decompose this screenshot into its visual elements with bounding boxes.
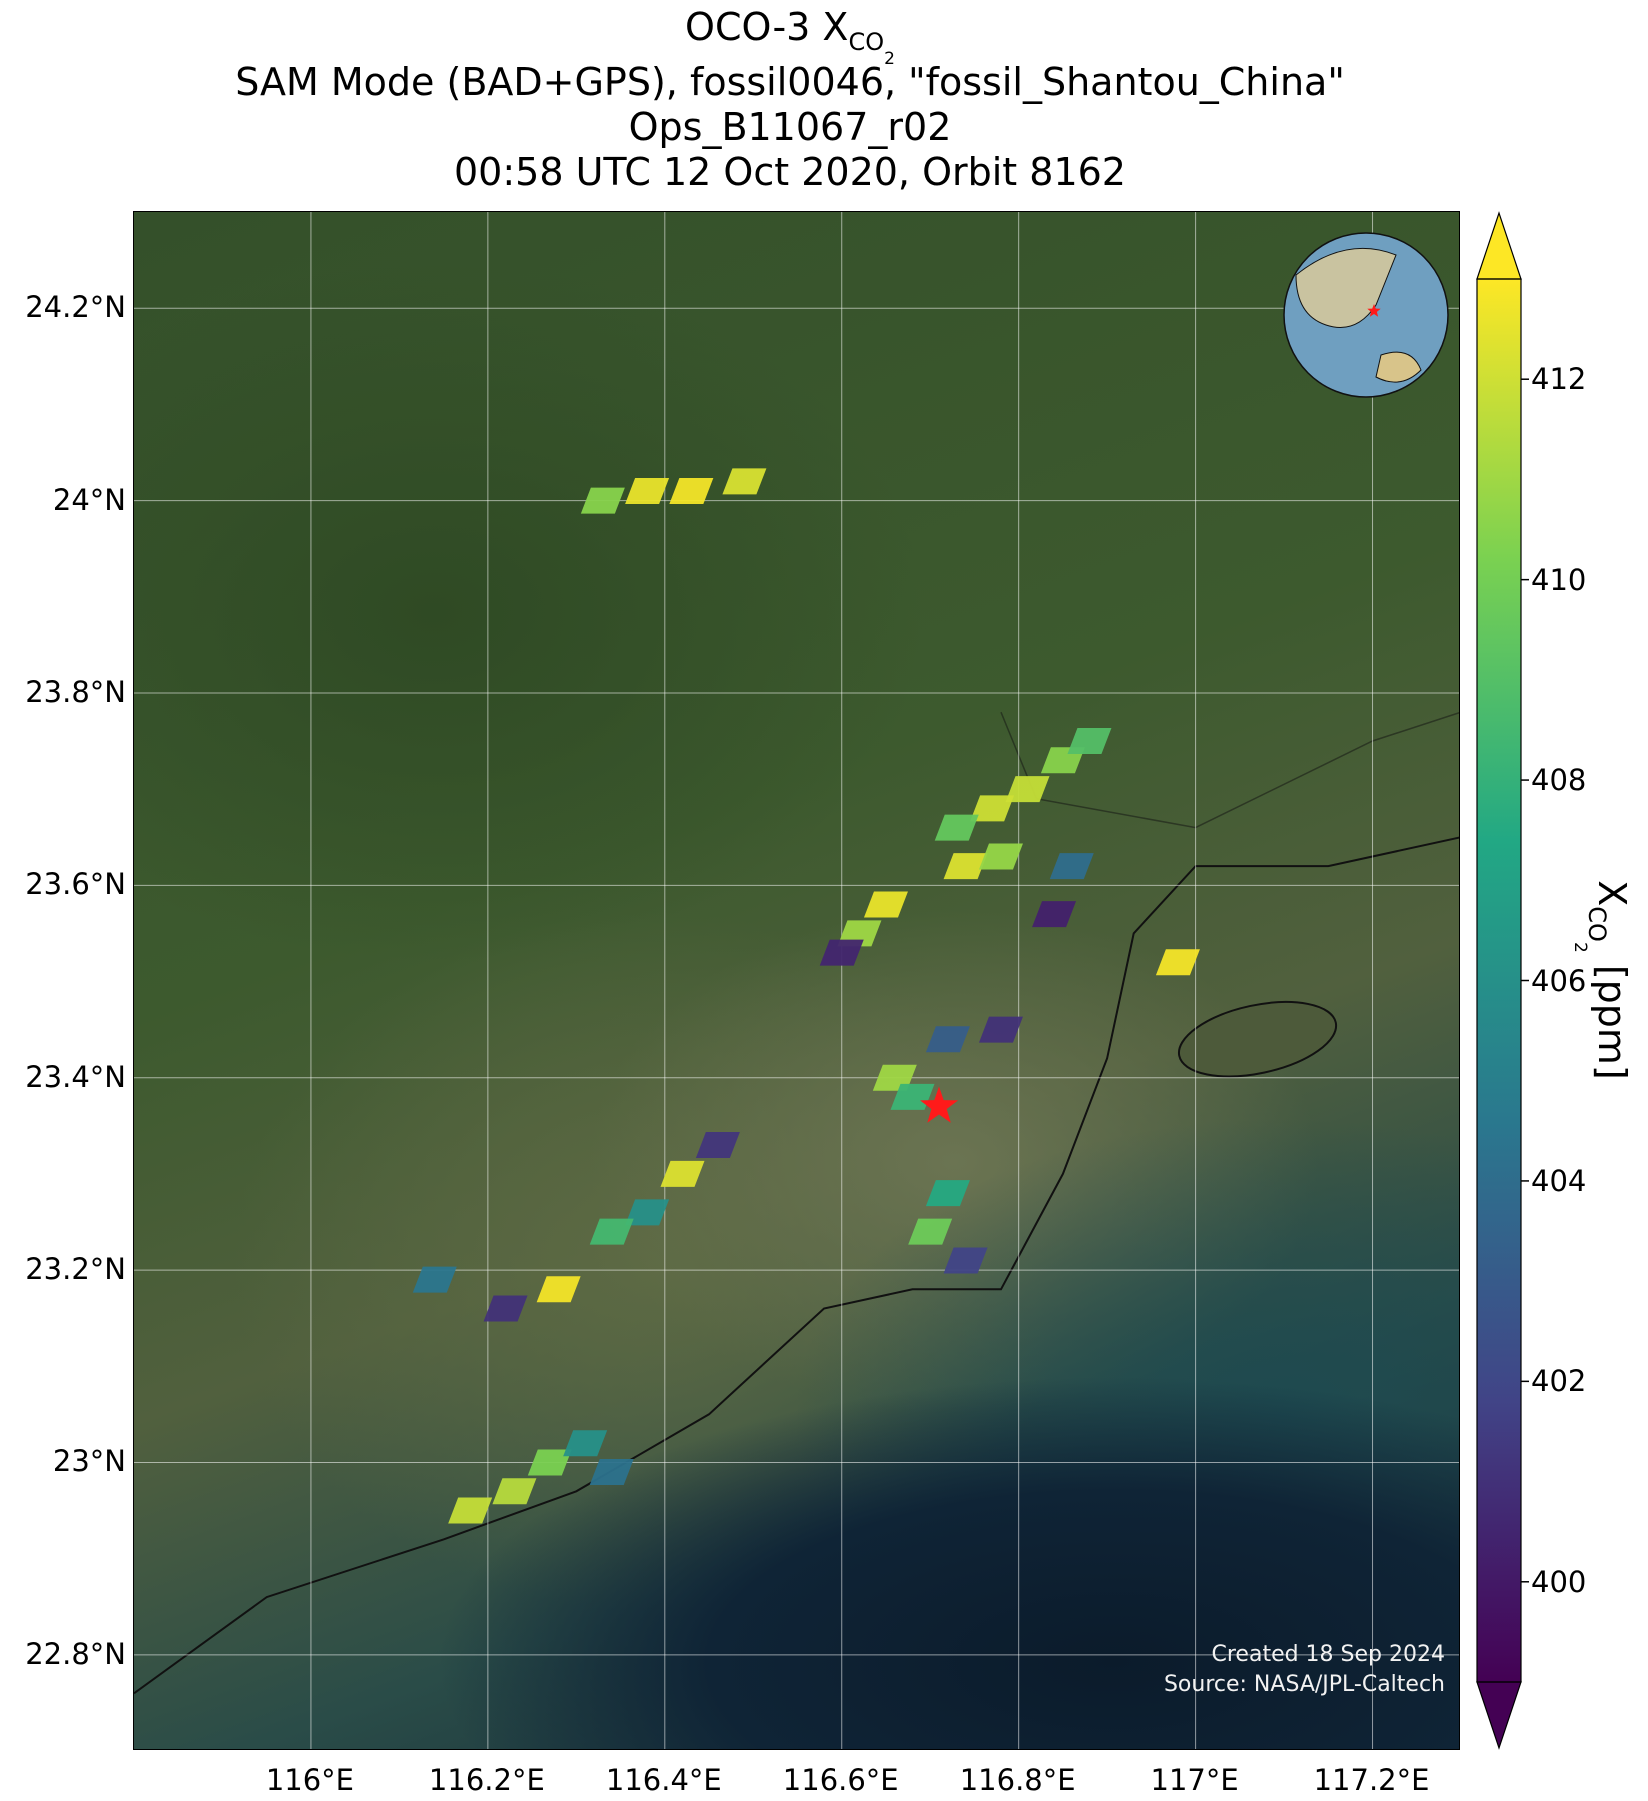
sounding-25	[536, 1276, 581, 1303]
island	[1177, 1001, 1338, 1078]
coastline	[134, 836, 1459, 1695]
colorbar-gradient	[1477, 279, 1521, 1682]
x-tick-label: 116.2°E	[428, 1763, 545, 1797]
colorbar-tick-label: 402	[1531, 1364, 1587, 1399]
globe-target-star-icon	[1367, 304, 1381, 317]
y-tick-label: 23.6°N	[25, 867, 126, 902]
title-line-1: OCO-3 XCO2	[685, 5, 895, 69]
y-tick-label: 23°N	[52, 1444, 126, 1479]
sounding-34	[563, 1430, 608, 1457]
x-tick-label: 116.8°E	[959, 1763, 1076, 1797]
x-tick-label: 116°E	[265, 1763, 355, 1797]
sounding-5	[1067, 728, 1112, 755]
credit-created: Created 18 Sep 2024	[1211, 1642, 1446, 1667]
sounding-7	[970, 795, 1015, 822]
sounding-18	[978, 1016, 1023, 1043]
sounding-30	[943, 1247, 988, 1274]
colorbar-tick-label: 412	[1531, 362, 1587, 397]
sounding-28	[925, 1180, 970, 1207]
x-tick-label: 117°E	[1150, 1763, 1239, 1797]
y-tick-label: 23.4°N	[25, 1059, 126, 1094]
colorbar-label: XCO2 [ppm]	[1570, 880, 1634, 1080]
sounding-16	[1155, 949, 1200, 976]
sounding-33	[448, 1497, 493, 1524]
sounding-3	[722, 468, 767, 495]
colorbar-tick-label: 408	[1531, 763, 1587, 798]
sounding-27	[412, 1266, 457, 1293]
y-tick-label: 22.8°N	[25, 1636, 126, 1671]
sounding-8	[934, 814, 979, 841]
title-line-2: SAM Mode (BAD+GPS), fossil0046, "fossil_…	[235, 60, 1345, 104]
sounding-31	[527, 1449, 572, 1476]
sounding-1	[625, 477, 670, 504]
sounding-2	[669, 477, 714, 504]
sounding-20	[890, 1083, 935, 1110]
colorbar-min-extend	[1476, 1681, 1522, 1750]
colorbar-tick-label: 406	[1531, 963, 1587, 998]
sounding-10	[978, 843, 1023, 870]
target-star-icon	[920, 1086, 959, 1123]
sounding-0	[580, 487, 625, 514]
title-line-4: 00:58 UTC 12 Oct 2020, Orbit 8162	[454, 150, 1126, 194]
sounding-22	[660, 1160, 705, 1187]
sounding-15	[1032, 901, 1077, 928]
sounding-13	[819, 939, 864, 966]
x-tick-label: 117.2°E	[1313, 1763, 1430, 1797]
colorbar	[1476, 211, 1529, 1750]
y-tick-label: 24°N	[52, 482, 126, 517]
x-tick-label: 116.6°E	[782, 1763, 899, 1797]
sounding-21	[695, 1132, 740, 1159]
sounding-9	[943, 853, 988, 880]
sounding-35	[589, 1459, 634, 1486]
sounding-17	[925, 1026, 970, 1053]
y-tick-label: 24.2°N	[25, 290, 126, 325]
colorbar-tick-label: 410	[1531, 562, 1587, 597]
y-tick-label: 23.8°N	[25, 674, 126, 709]
sounding-26	[483, 1295, 528, 1322]
map-layers	[134, 212, 1459, 1749]
title-line-3: Ops_B11067_r02	[628, 105, 952, 149]
satellite-map[interactable]: Created 18 Sep 2024 Source: NASA/JPL-Cal…	[133, 211, 1460, 1750]
sounding-32	[492, 1478, 537, 1505]
globe-asia-land	[1295, 247, 1397, 328]
colorbar-tick-label: 400	[1531, 1564, 1587, 1599]
sounding-11	[863, 891, 908, 918]
sounding-29	[908, 1218, 953, 1245]
sounding-14	[1049, 853, 1094, 880]
sounding-24	[589, 1218, 634, 1245]
x-tick-label: 116.4°E	[605, 1763, 722, 1797]
colorbar-tick-label: 404	[1531, 1163, 1587, 1198]
colorbar-max-extend	[1476, 211, 1522, 280]
sounding-23	[625, 1199, 670, 1226]
y-tick-label: 23.2°N	[25, 1252, 126, 1287]
credit-source: Source: NASA/JPL-Caltech	[1163, 1672, 1445, 1697]
sounding-6	[1005, 776, 1050, 803]
globe-australia-land	[1375, 351, 1422, 383]
